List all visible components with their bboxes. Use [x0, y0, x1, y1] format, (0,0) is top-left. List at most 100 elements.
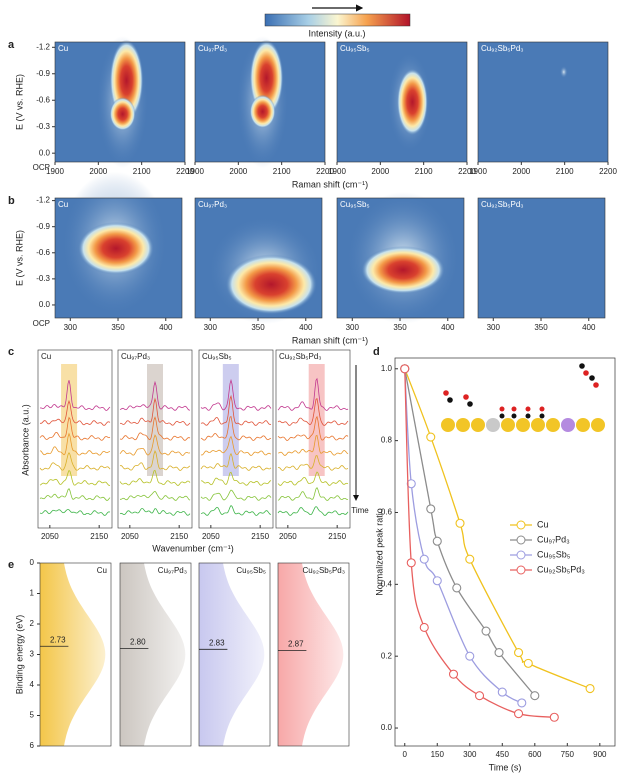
spectrum-trace	[200, 471, 272, 486]
x-tick-label: 2150	[90, 532, 108, 541]
spectrum-trace	[277, 434, 349, 456]
legend-label: Cu	[537, 519, 549, 529]
x-tick-label: 300	[204, 323, 218, 332]
x-tick-label: 450	[496, 750, 510, 759]
y-tick-label: -0.6	[36, 95, 50, 104]
x-tick-label: 300	[463, 750, 477, 759]
legend-marker	[516, 520, 526, 530]
legend-label: Cu₉₂Sb₅Pd₃	[537, 564, 585, 574]
panel-title: Cu	[58, 44, 68, 53]
data-point	[432, 576, 442, 586]
illustration-atom	[591, 418, 605, 432]
illustration-atom	[589, 375, 595, 381]
x-tick-label: 2050	[202, 532, 220, 541]
illustration-atom	[579, 363, 585, 369]
y-axis-label: Absorbance (a.u.)	[20, 404, 30, 476]
x-tick-label: 400	[159, 323, 173, 332]
x-tick-label: 2050	[41, 532, 59, 541]
x-tick-label: 600	[528, 750, 542, 759]
spectrum-trace	[277, 506, 349, 516]
illustration-atom	[539, 413, 545, 419]
data-point	[481, 626, 491, 636]
data-point	[474, 691, 485, 701]
highlight-band	[61, 364, 78, 476]
spectrum-trace	[277, 377, 349, 411]
data-point	[465, 554, 475, 564]
distribution-panel: Cu 2.73	[39, 562, 112, 747]
y-axis-label: E (V vs. RHE)	[14, 230, 24, 286]
data-point	[497, 687, 507, 697]
y-tick-label: 0.2	[381, 651, 393, 660]
x-tick-label: 2150	[170, 532, 188, 541]
spectrum-trace	[277, 486, 348, 501]
illustration-atom	[511, 413, 517, 419]
highlight-band	[222, 364, 239, 476]
spectrum-trace	[120, 490, 191, 501]
spectrum-trace	[39, 399, 111, 426]
y-tick-label: 4	[30, 680, 35, 689]
illustration-atom	[546, 418, 560, 432]
panel-title: Cu₉₇Pd₃	[198, 200, 227, 209]
x-tick-label: 2100	[273, 167, 291, 176]
x-tick-label: 2100	[556, 167, 574, 176]
panel-title: Cu	[97, 566, 107, 575]
distribution-frame	[119, 562, 192, 747]
heatmap-intensity	[225, 254, 317, 315]
spectra-panel: Cu₉₇Pd₃ 2050 2150	[117, 349, 193, 541]
spectrum-trace	[119, 416, 191, 441]
heatmap-panel: Cu 1900 2000 2100 2200	[46, 36, 194, 176]
x-tick-label: 2050	[279, 532, 297, 541]
highlight-band	[308, 364, 325, 476]
y-tick-label: 3	[30, 650, 35, 659]
data-point	[432, 536, 442, 546]
heatmap-intensity	[77, 222, 155, 275]
y-tick-label: -0.9	[36, 69, 50, 78]
panel-title: Cu₉₂Sb₅Pd₃	[481, 44, 524, 53]
y-tick-label: -1.2	[36, 196, 50, 205]
x-tick-label: 2200	[176, 167, 194, 176]
illustration-atom	[511, 406, 517, 412]
x-tick-label: 2050	[121, 532, 139, 541]
illustration-atom	[583, 370, 589, 376]
illustration-atom	[561, 418, 575, 432]
x-axis-label: Wavenumber (cm⁻¹)	[152, 543, 233, 553]
spectra-panel: Cu 2050 2150	[37, 349, 113, 541]
x-tick-label: 900	[593, 750, 607, 759]
x-tick-label: 2000	[229, 167, 247, 176]
y-tick-label: -0.9	[36, 222, 50, 231]
panel-letter: e	[8, 559, 14, 571]
heatmap-frame	[54, 41, 186, 163]
x-tick-label: 2000	[89, 167, 107, 176]
x-tick-label: 2100	[415, 167, 433, 176]
x-tick-label: 2200	[599, 167, 617, 176]
illustration-atom	[499, 406, 505, 412]
x-tick-label: 1900	[469, 167, 487, 176]
panel-title: Cu	[58, 200, 68, 209]
spectrum-trace	[200, 378, 272, 411]
spectrum-trace	[277, 398, 349, 426]
spectrum-trace	[200, 394, 272, 426]
x-tick-label: 350	[111, 323, 125, 332]
panel-title: Cu	[41, 352, 51, 361]
spectrum-trace	[39, 451, 111, 471]
spectrum-trace	[200, 489, 272, 501]
heatmap-panel: Cu₉₂Sb₅Pd₃ 300 350 400	[477, 197, 606, 332]
panel-title: Cu₉₇Pd₃	[198, 44, 227, 53]
band-center-label: 2.83	[209, 638, 225, 647]
y-tick-label: 5	[30, 711, 35, 720]
y-axis-label: Normalized peak ratio	[374, 508, 384, 596]
heatmap-intensity	[559, 66, 568, 78]
legend-label: Cu₉₇Pd₃	[537, 534, 570, 544]
panel-title: Cu₉₂Sb₅Pd₃	[481, 200, 524, 209]
spectrum-trace	[39, 432, 111, 456]
data-point	[549, 712, 559, 722]
distribution-panel: Cu₉₇Pd₃ 2.80	[119, 562, 192, 747]
inset-illustration	[441, 363, 605, 432]
spectra-frame	[275, 349, 351, 529]
illustration-atom	[443, 390, 449, 396]
energy-distribution	[40, 563, 106, 746]
data-point	[513, 709, 524, 719]
data-point	[419, 622, 429, 632]
distribution-panel: Cu₉₅Sb₅ 2.83	[198, 562, 271, 747]
